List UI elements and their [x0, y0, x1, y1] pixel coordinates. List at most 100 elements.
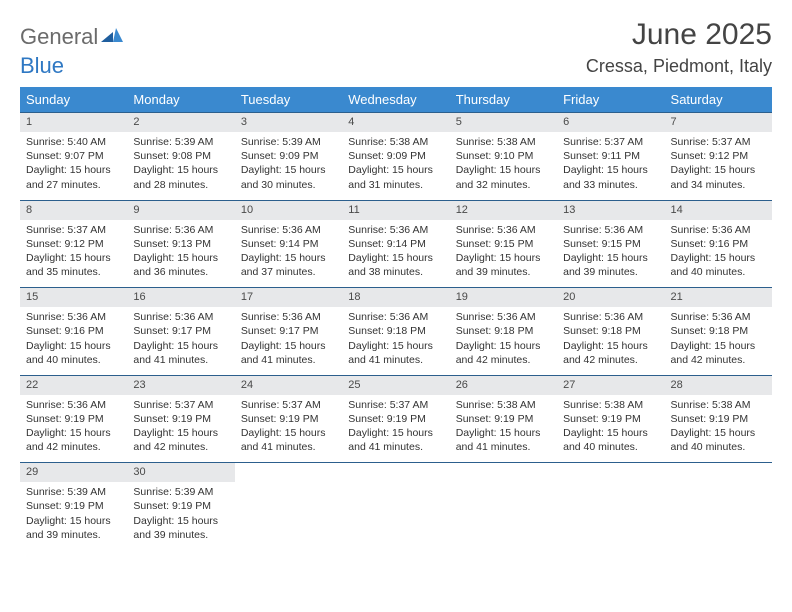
- weekday-header: Friday: [557, 87, 664, 113]
- daylight-text: Daylight: 15 hours and 40 minutes.: [26, 339, 121, 367]
- sunrise-text: Sunrise: 5:36 AM: [671, 223, 766, 237]
- week-row: 29Sunrise: 5:39 AMSunset: 9:19 PMDayligh…: [20, 463, 772, 550]
- day-body: Sunrise: 5:39 AMSunset: 9:19 PMDaylight:…: [127, 482, 234, 550]
- day-body: Sunrise: 5:36 AMSunset: 9:18 PMDaylight:…: [450, 307, 557, 375]
- week-row: 8Sunrise: 5:37 AMSunset: 9:12 PMDaylight…: [20, 200, 772, 288]
- weekday-header: Wednesday: [342, 87, 449, 113]
- day-cell: 14Sunrise: 5:36 AMSunset: 9:16 PMDayligh…: [665, 200, 772, 288]
- sunset-text: Sunset: 9:17 PM: [241, 324, 336, 338]
- daylight-text: Daylight: 15 hours and 39 minutes.: [133, 514, 228, 542]
- day-cell: ....: [450, 463, 557, 550]
- sunset-text: Sunset: 9:11 PM: [563, 149, 658, 163]
- sunrise-text: Sunrise: 5:39 AM: [133, 135, 228, 149]
- sunset-text: Sunset: 9:19 PM: [348, 412, 443, 426]
- daylight-text: Daylight: 15 hours and 38 minutes.: [348, 251, 443, 279]
- day-number: 15: [20, 288, 127, 307]
- day-number: 9: [127, 201, 234, 220]
- sunset-text: Sunset: 9:19 PM: [456, 412, 551, 426]
- day-body: Sunrise: 5:39 AMSunset: 9:09 PMDaylight:…: [235, 132, 342, 200]
- daylight-text: Daylight: 15 hours and 42 minutes.: [456, 339, 551, 367]
- daylight-text: Daylight: 15 hours and 42 minutes.: [26, 426, 121, 454]
- sunset-text: Sunset: 9:14 PM: [348, 237, 443, 251]
- day-body: Sunrise: 5:37 AMSunset: 9:12 PMDaylight:…: [665, 132, 772, 200]
- day-body: Sunrise: 5:36 AMSunset: 9:17 PMDaylight:…: [127, 307, 234, 375]
- day-body: Sunrise: 5:39 AMSunset: 9:19 PMDaylight:…: [20, 482, 127, 550]
- weekday-header: Sunday: [20, 87, 127, 113]
- sunrise-text: Sunrise: 5:38 AM: [671, 398, 766, 412]
- calendar-table: Sunday Monday Tuesday Wednesday Thursday…: [20, 87, 772, 550]
- day-number: 3: [235, 113, 342, 132]
- daylight-text: Daylight: 15 hours and 30 minutes.: [241, 163, 336, 191]
- sunset-text: Sunset: 9:12 PM: [671, 149, 766, 163]
- day-body: Sunrise: 5:38 AMSunset: 9:10 PMDaylight:…: [450, 132, 557, 200]
- day-body: Sunrise: 5:37 AMSunset: 9:11 PMDaylight:…: [557, 132, 664, 200]
- day-cell: 30Sunrise: 5:39 AMSunset: 9:19 PMDayligh…: [127, 463, 234, 550]
- day-body: Sunrise: 5:38 AMSunset: 9:09 PMDaylight:…: [342, 132, 449, 200]
- logo-text: General Blue: [20, 24, 123, 79]
- logo-mark-icon: [101, 26, 123, 47]
- day-body: Sunrise: 5:39 AMSunset: 9:08 PMDaylight:…: [127, 132, 234, 200]
- day-body: Sunrise: 5:37 AMSunset: 9:19 PMDaylight:…: [127, 395, 234, 463]
- day-number: 29: [20, 463, 127, 482]
- day-cell: 21Sunrise: 5:36 AMSunset: 9:18 PMDayligh…: [665, 288, 772, 376]
- day-cell: 8Sunrise: 5:37 AMSunset: 9:12 PMDaylight…: [20, 200, 127, 288]
- daylight-text: Daylight: 15 hours and 39 minutes.: [456, 251, 551, 279]
- daylight-text: Daylight: 15 hours and 42 minutes.: [133, 426, 228, 454]
- day-number: 21: [665, 288, 772, 307]
- day-cell: 22Sunrise: 5:36 AMSunset: 9:19 PMDayligh…: [20, 375, 127, 463]
- sunrise-text: Sunrise: 5:36 AM: [563, 223, 658, 237]
- weekday-header: Tuesday: [235, 87, 342, 113]
- sunrise-text: Sunrise: 5:38 AM: [456, 135, 551, 149]
- day-number: 1: [20, 113, 127, 132]
- day-body: Sunrise: 5:36 AMSunset: 9:15 PMDaylight:…: [450, 220, 557, 288]
- daylight-text: Daylight: 15 hours and 40 minutes.: [671, 426, 766, 454]
- day-body: Sunrise: 5:37 AMSunset: 9:12 PMDaylight:…: [20, 220, 127, 288]
- sunset-text: Sunset: 9:18 PM: [348, 324, 443, 338]
- week-row: 1Sunrise: 5:40 AMSunset: 9:07 PMDaylight…: [20, 113, 772, 201]
- day-number: 30: [127, 463, 234, 482]
- day-cell: ....: [665, 463, 772, 550]
- day-cell: 15Sunrise: 5:36 AMSunset: 9:16 PMDayligh…: [20, 288, 127, 376]
- day-body: Sunrise: 5:36 AMSunset: 9:18 PMDaylight:…: [665, 307, 772, 375]
- sunset-text: Sunset: 9:18 PM: [671, 324, 766, 338]
- day-number: 10: [235, 201, 342, 220]
- day-number: 27: [557, 376, 664, 395]
- sunset-text: Sunset: 9:08 PM: [133, 149, 228, 163]
- day-cell: 6Sunrise: 5:37 AMSunset: 9:11 PMDaylight…: [557, 113, 664, 201]
- sunrise-text: Sunrise: 5:37 AM: [671, 135, 766, 149]
- day-body: Sunrise: 5:36 AMSunset: 9:16 PMDaylight:…: [665, 220, 772, 288]
- day-cell: 11Sunrise: 5:36 AMSunset: 9:14 PMDayligh…: [342, 200, 449, 288]
- sunrise-text: Sunrise: 5:36 AM: [456, 223, 551, 237]
- sunrise-text: Sunrise: 5:39 AM: [133, 485, 228, 499]
- day-cell: 10Sunrise: 5:36 AMSunset: 9:14 PMDayligh…: [235, 200, 342, 288]
- day-number: 2: [127, 113, 234, 132]
- weekday-header-row: Sunday Monday Tuesday Wednesday Thursday…: [20, 87, 772, 113]
- daylight-text: Daylight: 15 hours and 28 minutes.: [133, 163, 228, 191]
- day-number: 7: [665, 113, 772, 132]
- day-number: 17: [235, 288, 342, 307]
- day-cell: 27Sunrise: 5:38 AMSunset: 9:19 PMDayligh…: [557, 375, 664, 463]
- sunset-text: Sunset: 9:19 PM: [671, 412, 766, 426]
- sunset-text: Sunset: 9:14 PM: [241, 237, 336, 251]
- day-cell: 18Sunrise: 5:36 AMSunset: 9:18 PMDayligh…: [342, 288, 449, 376]
- sunset-text: Sunset: 9:07 PM: [26, 149, 121, 163]
- day-cell: 17Sunrise: 5:36 AMSunset: 9:17 PMDayligh…: [235, 288, 342, 376]
- sunrise-text: Sunrise: 5:37 AM: [133, 398, 228, 412]
- sunset-text: Sunset: 9:15 PM: [456, 237, 551, 251]
- day-cell: 1Sunrise: 5:40 AMSunset: 9:07 PMDaylight…: [20, 113, 127, 201]
- day-number: 14: [665, 201, 772, 220]
- day-body: Sunrise: 5:37 AMSunset: 9:19 PMDaylight:…: [342, 395, 449, 463]
- day-body: Sunrise: 5:36 AMSunset: 9:16 PMDaylight:…: [20, 307, 127, 375]
- week-row: 22Sunrise: 5:36 AMSunset: 9:19 PMDayligh…: [20, 375, 772, 463]
- day-body: Sunrise: 5:36 AMSunset: 9:15 PMDaylight:…: [557, 220, 664, 288]
- logo-word-blue: Blue: [20, 53, 64, 78]
- day-number: 16: [127, 288, 234, 307]
- day-body: Sunrise: 5:36 AMSunset: 9:13 PMDaylight:…: [127, 220, 234, 288]
- week-row: 15Sunrise: 5:36 AMSunset: 9:16 PMDayligh…: [20, 288, 772, 376]
- day-body: Sunrise: 5:36 AMSunset: 9:18 PMDaylight:…: [557, 307, 664, 375]
- sunrise-text: Sunrise: 5:36 AM: [563, 310, 658, 324]
- sunrise-text: Sunrise: 5:36 AM: [671, 310, 766, 324]
- daylight-text: Daylight: 15 hours and 31 minutes.: [348, 163, 443, 191]
- daylight-text: Daylight: 15 hours and 39 minutes.: [563, 251, 658, 279]
- day-cell: ....: [557, 463, 664, 550]
